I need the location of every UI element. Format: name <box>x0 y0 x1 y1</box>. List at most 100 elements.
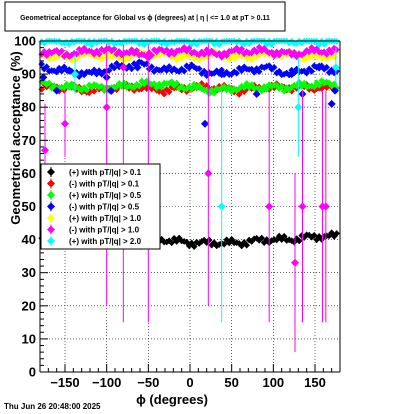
data-point <box>203 53 210 60</box>
series-4 <box>38 58 340 128</box>
data-point <box>298 83 305 90</box>
data-point <box>213 51 220 59</box>
data-point <box>200 67 208 75</box>
data-point <box>253 48 260 56</box>
data-point <box>320 40 328 48</box>
data-point <box>110 45 118 53</box>
legend-entry: (+) with pT/|q| > 0.5 <box>47 190 142 200</box>
data-point <box>260 50 268 58</box>
data-point <box>323 84 330 91</box>
data-point <box>273 69 280 77</box>
data-point <box>285 86 293 94</box>
data-point <box>320 48 328 56</box>
data-point <box>168 239 175 247</box>
data-point <box>163 46 170 54</box>
y-tick-label: 100 <box>14 34 36 49</box>
data-point <box>315 41 323 48</box>
data-point <box>333 230 340 237</box>
y-tick-label: 90 <box>22 67 36 82</box>
data-point <box>270 52 278 60</box>
legend-label: (+) with pT/|q| > 0.1 <box>69 168 142 177</box>
data-point <box>178 47 185 54</box>
data-point <box>325 46 333 54</box>
data-point <box>233 69 240 77</box>
data-point <box>119 63 128 72</box>
data-point <box>220 240 228 248</box>
data-point <box>255 68 263 75</box>
data-point <box>160 48 168 55</box>
data-point <box>233 239 240 246</box>
legend-entry: (+) with pT/|q| > 2.0 <box>47 236 142 246</box>
data-point <box>243 241 250 249</box>
data-point <box>295 50 303 57</box>
data-point <box>288 51 295 59</box>
data-point <box>185 44 193 52</box>
data-point <box>328 82 335 90</box>
series-3 <box>38 77 340 97</box>
data-point <box>313 53 320 61</box>
data-point <box>52 86 61 95</box>
data-point <box>275 51 283 59</box>
data-point <box>98 82 105 90</box>
data-point <box>190 48 198 56</box>
data-point <box>313 236 320 244</box>
data-point <box>253 234 260 242</box>
data-point <box>106 86 115 95</box>
data-point <box>300 67 308 75</box>
data-point <box>318 54 325 62</box>
data-point <box>260 239 268 246</box>
data-point <box>268 41 275 48</box>
data-point <box>303 83 310 91</box>
data-point <box>288 83 295 91</box>
y-tick-label: 70 <box>22 133 36 148</box>
data-point <box>105 67 113 74</box>
data-point <box>294 103 303 112</box>
data-point <box>328 52 335 60</box>
data-point <box>318 77 325 84</box>
data-point <box>255 85 263 92</box>
legend-marker <box>47 237 55 245</box>
data-point <box>275 85 283 92</box>
data-point <box>78 48 85 56</box>
data-point <box>258 47 265 55</box>
data-point <box>173 79 180 87</box>
data-point <box>268 48 275 56</box>
data-point <box>308 233 315 241</box>
data-point <box>58 67 65 75</box>
data-point <box>313 45 320 53</box>
data-point <box>68 80 75 88</box>
data-point <box>270 64 278 71</box>
data-point <box>295 237 303 245</box>
data-point <box>198 80 205 87</box>
y-tick-label: 10 <box>22 331 36 346</box>
legend-marker <box>47 225 55 234</box>
data-point <box>278 236 285 243</box>
data-point <box>225 56 233 63</box>
data-point <box>133 47 140 54</box>
data-point <box>331 86 339 95</box>
legend-entry: (+) with pT/|q| > 1.0 <box>47 213 142 223</box>
legend-label: (-) with pT/|q| > 0.1 <box>69 180 140 189</box>
data-point <box>278 53 285 61</box>
data-point <box>93 47 100 55</box>
data-point <box>293 65 300 73</box>
data-point <box>273 236 280 244</box>
data-point <box>63 54 70 62</box>
data-point <box>50 55 58 62</box>
data-point <box>303 47 310 54</box>
data-point <box>310 83 318 91</box>
title-box <box>4 1 286 32</box>
data-point <box>165 88 173 96</box>
data-point <box>203 46 210 54</box>
data-point <box>310 87 318 94</box>
data-point <box>135 40 143 48</box>
data-point <box>293 40 300 47</box>
data-point <box>323 55 330 62</box>
data-point <box>248 56 255 64</box>
data-point <box>250 68 258 76</box>
legend-entry: (-) with pT/|q| > 1.0 <box>47 224 140 235</box>
data-point <box>268 83 275 90</box>
data-point <box>135 82 143 90</box>
data-point <box>208 47 215 55</box>
data-point <box>330 44 338 52</box>
